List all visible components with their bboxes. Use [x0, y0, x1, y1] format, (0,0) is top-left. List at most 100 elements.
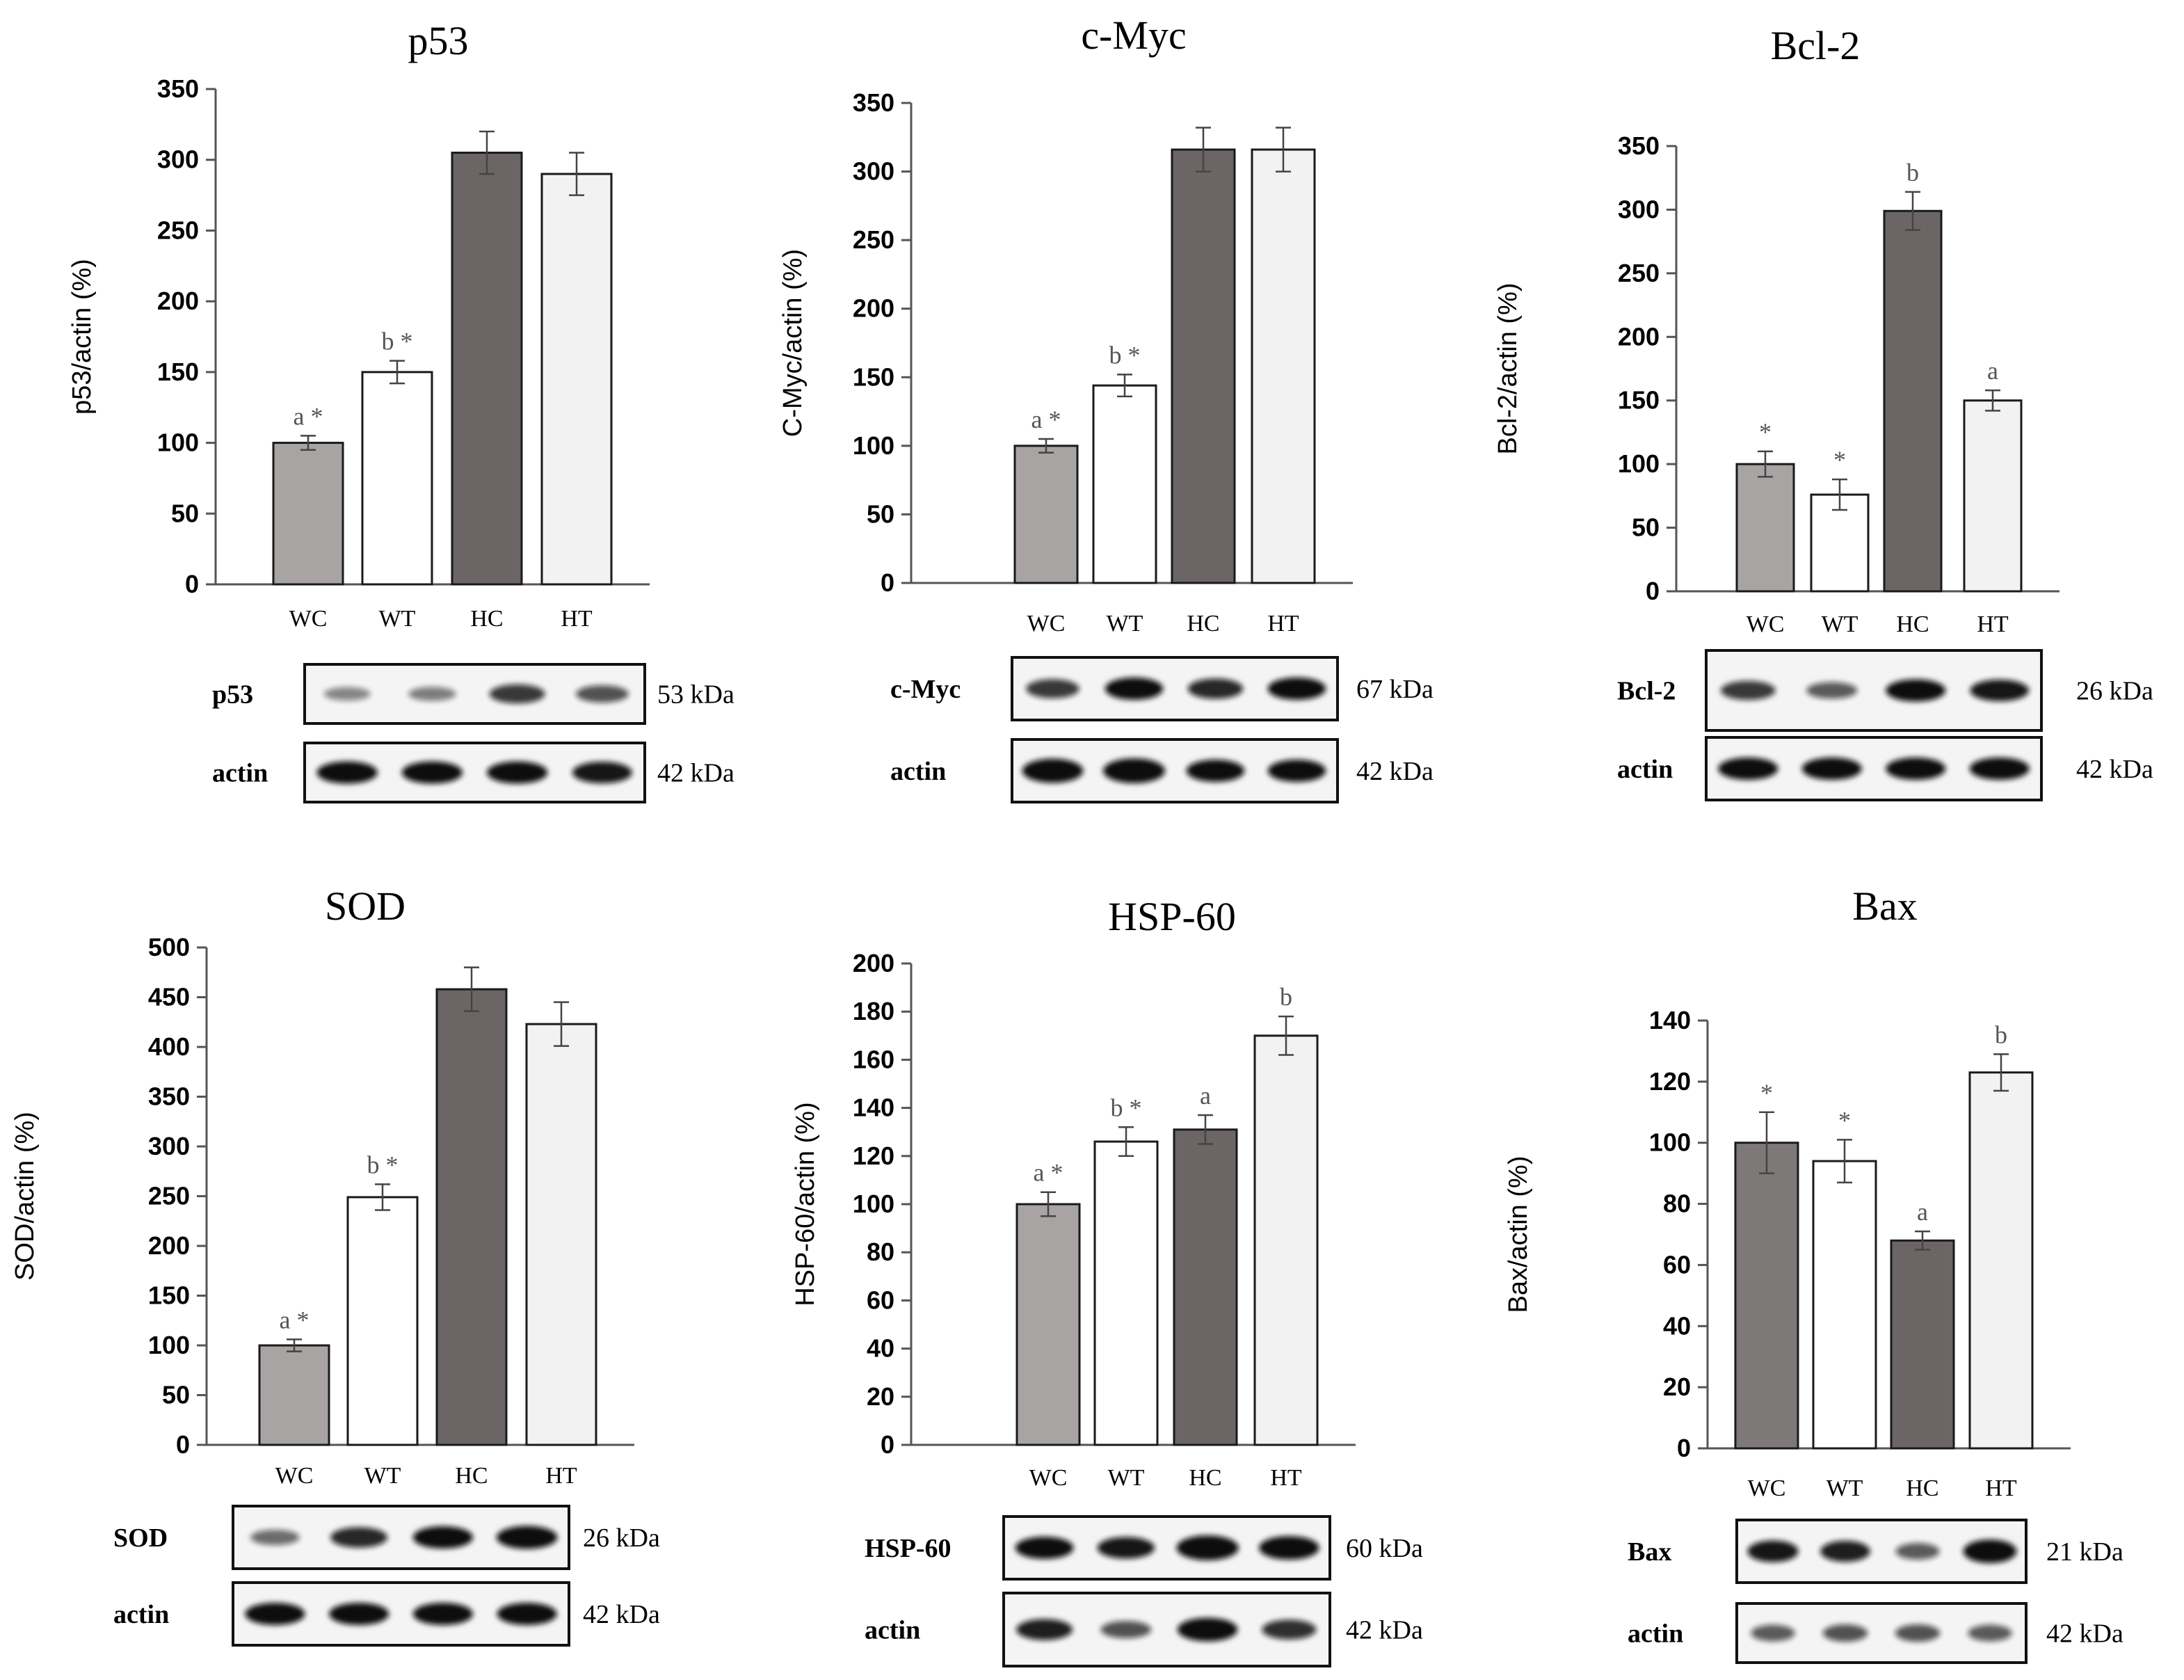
blot-actin: actin 42 kDa [1617, 736, 2153, 801]
blot-protein-label: actin [212, 759, 268, 788]
significance-label: a [1987, 357, 1998, 385]
y-tick-label: 500 [148, 933, 190, 961]
y-tick-label: 0 [1646, 577, 1660, 605]
blot-band [1820, 1540, 1870, 1562]
y-tick-label: 0 [881, 1430, 894, 1459]
y-tick-label: 40 [867, 1334, 894, 1363]
significance-label: * [1838, 1106, 1851, 1134]
y-tick-label: 80 [867, 1238, 894, 1266]
y-tick-label: 0 [176, 1430, 190, 1459]
x-category-label: HT [561, 606, 593, 632]
blot-band [1100, 1621, 1152, 1638]
bar-HT [1963, 399, 2023, 593]
y-tick-label: 0 [185, 570, 199, 598]
significance-label: a [1917, 1198, 1928, 1226]
x-category-label: WT [1107, 611, 1143, 637]
y-tick-label: 350 [157, 74, 199, 103]
blot-band [1968, 1624, 2012, 1642]
blot-band [1969, 758, 2030, 780]
y-tick-label: 60 [1663, 1250, 1691, 1279]
y-tick-label: 120 [853, 1142, 894, 1170]
blot-band [1022, 758, 1084, 783]
y-tick-label: 400 [148, 1032, 190, 1061]
blot-band [412, 1526, 473, 1549]
blot-band [1886, 679, 1946, 702]
y-tick-label: 100 [1618, 449, 1660, 478]
blot-band [1187, 678, 1244, 699]
chart-panel-5: Bax 0 20 40 60 80 100 120 140 Bax/actin (%) * WC * WT… [1504, 883, 2123, 1664]
blot-band [245, 1603, 305, 1625]
y-tick-label: 20 [867, 1382, 894, 1411]
chart-title: c-Myc [1081, 13, 1186, 58]
x-category-label: HC [1189, 1465, 1221, 1491]
blot-band [250, 1529, 300, 1546]
y-tick-label: 200 [157, 287, 199, 315]
blot-kda-label: 42 kDa [583, 1600, 660, 1629]
y-tick-label: 100 [157, 429, 199, 457]
chart-title: SOD [325, 883, 406, 929]
y-axis-label: Bax/actin (%) [1504, 1156, 1533, 1313]
bar-HT [540, 173, 613, 586]
blot-protein-label: actin [1617, 755, 1673, 784]
x-category-label: WC [275, 1463, 314, 1489]
blot-band [1016, 1619, 1073, 1640]
blot-band [496, 1526, 558, 1549]
blot-actin: actin 42 kDa [113, 1581, 660, 1647]
chart-panel-1: c-Myc 0 50 100 150 200 250 300 350 C-Myc/actin (%… [778, 13, 1434, 803]
bar-WC [258, 1344, 330, 1446]
significance-label: b [1995, 1021, 2007, 1048]
blot-protein-label: Bax [1628, 1537, 1671, 1567]
y-tick-label: 150 [157, 358, 199, 386]
y-tick-label: 40 [1663, 1311, 1691, 1340]
bar-WC [1013, 445, 1079, 584]
blot-band [497, 1603, 557, 1625]
significance-label: a * [1034, 1159, 1063, 1187]
bar-HC [1883, 209, 1943, 593]
x-category-label: WC [1029, 1465, 1068, 1491]
y-tick-label: 200 [148, 1231, 190, 1260]
blot-protein-label: actin [865, 1616, 920, 1645]
significance-label: b [1906, 159, 1919, 186]
x-category-label: HC [455, 1463, 488, 1489]
blot-band [412, 1603, 473, 1625]
y-tick-label: 350 [853, 88, 894, 117]
significance-label: * [1833, 446, 1846, 474]
y-tick-label: 0 [881, 568, 894, 597]
chart-panel-4: HSP-60 0 20 40 60 80 100 120 140 160 180 200 HSP-60/… [791, 894, 1423, 1667]
y-tick-label: 300 [157, 145, 199, 174]
significance-label: b [1280, 983, 1292, 1011]
blot-actin: actin 42 kDa [890, 738, 1434, 803]
y-tick-label: 350 [148, 1082, 190, 1111]
blot-band [1801, 758, 1862, 780]
blot-protein-label: HSP-60 [865, 1534, 952, 1563]
bar-WT [361, 371, 433, 586]
y-tick-label: 200 [1618, 322, 1660, 351]
blot-band [1895, 1624, 1941, 1642]
significance-label: a [1200, 1082, 1211, 1110]
blot-band [576, 685, 629, 703]
blot-band [1963, 1539, 2017, 1563]
blot-band [1267, 678, 1326, 700]
bar-WT [1093, 1140, 1159, 1446]
bar-HT [1251, 148, 1316, 584]
x-category-label: HT [1977, 611, 2009, 637]
blot-band [1262, 1619, 1317, 1640]
y-tick-label: 60 [867, 1286, 894, 1314]
chart-title: p53 [408, 18, 469, 63]
chart-title: Bcl-2 [1771, 23, 1861, 68]
y-tick-label: 180 [853, 997, 894, 1025]
blot-band [323, 687, 371, 701]
bar-HT [1253, 1034, 1319, 1446]
blot-protein-label: SOD [113, 1523, 168, 1553]
blot-band [330, 1527, 388, 1548]
blot-band [1102, 758, 1166, 783]
blot-band [1718, 758, 1778, 780]
y-axis-label: p53/actin (%) [67, 259, 97, 415]
y-tick-label: 250 [157, 216, 199, 244]
x-category-label: HC [1906, 1475, 1938, 1501]
y-axis-label: SOD/actin (%) [10, 1112, 40, 1281]
chart-panel-3: SOD 0 50 100 150 200 250 300 350 400 450 500 SOD/act… [10, 883, 660, 1647]
significance-label: a * [1031, 406, 1061, 433]
blot-kda-label: 67 kDa [1356, 675, 1434, 704]
x-category-label: HT [545, 1463, 577, 1489]
